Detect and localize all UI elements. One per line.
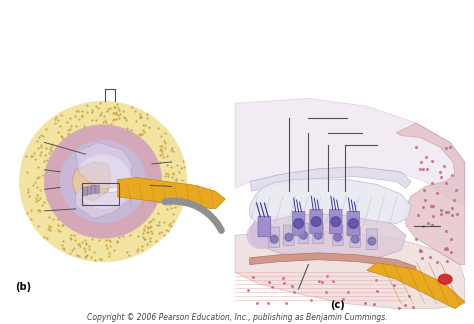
Polygon shape (367, 263, 465, 308)
Text: (b): (b) (15, 282, 31, 292)
FancyBboxPatch shape (283, 225, 294, 246)
FancyBboxPatch shape (350, 227, 361, 248)
FancyBboxPatch shape (329, 209, 342, 234)
Text: Copyright © 2006 Pearson Education, Inc., publishing as Benjamin Cummings.: Copyright © 2006 Pearson Education, Inc.… (87, 314, 387, 322)
Circle shape (351, 235, 359, 243)
FancyBboxPatch shape (298, 223, 309, 244)
FancyBboxPatch shape (313, 223, 323, 244)
Polygon shape (76, 181, 130, 219)
Polygon shape (396, 123, 465, 265)
Polygon shape (235, 230, 465, 308)
FancyBboxPatch shape (347, 211, 360, 236)
Polygon shape (250, 179, 411, 224)
Polygon shape (250, 167, 411, 191)
FancyBboxPatch shape (91, 185, 96, 193)
Circle shape (294, 219, 303, 228)
FancyBboxPatch shape (83, 187, 88, 195)
FancyBboxPatch shape (87, 186, 91, 194)
FancyBboxPatch shape (366, 229, 377, 249)
Polygon shape (72, 162, 111, 201)
Circle shape (334, 233, 342, 241)
FancyBboxPatch shape (95, 185, 100, 193)
Polygon shape (235, 98, 465, 206)
Circle shape (311, 217, 321, 226)
Polygon shape (76, 143, 132, 189)
Polygon shape (250, 214, 406, 260)
Circle shape (300, 231, 307, 239)
Circle shape (331, 217, 341, 226)
Ellipse shape (19, 101, 187, 262)
FancyBboxPatch shape (292, 211, 305, 236)
FancyBboxPatch shape (258, 216, 271, 237)
Text: (c): (c) (330, 300, 345, 310)
Circle shape (314, 231, 322, 239)
Circle shape (285, 233, 293, 241)
Ellipse shape (60, 141, 146, 223)
FancyBboxPatch shape (310, 209, 322, 234)
Circle shape (270, 235, 278, 243)
FancyBboxPatch shape (332, 225, 343, 246)
Ellipse shape (247, 222, 276, 249)
Ellipse shape (438, 274, 452, 284)
Ellipse shape (45, 125, 162, 238)
Circle shape (348, 219, 358, 228)
FancyBboxPatch shape (269, 227, 280, 248)
Polygon shape (118, 178, 225, 209)
Ellipse shape (75, 155, 131, 208)
Polygon shape (250, 253, 416, 272)
Circle shape (368, 237, 376, 245)
